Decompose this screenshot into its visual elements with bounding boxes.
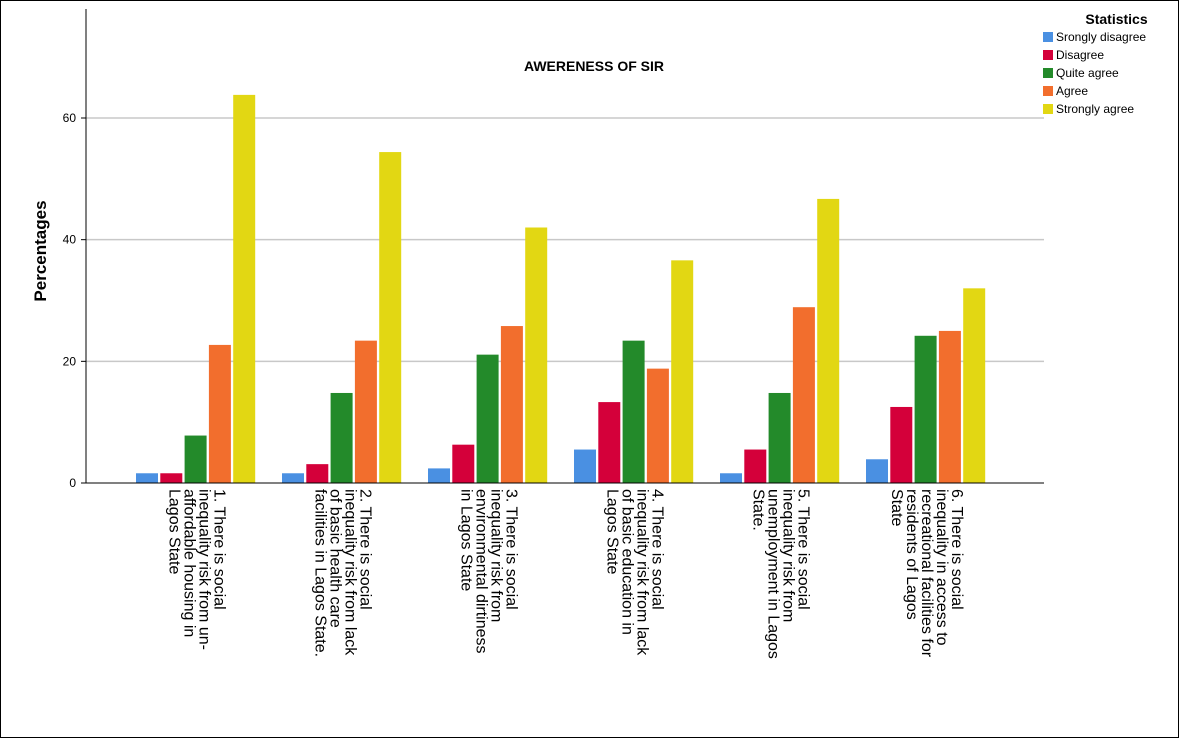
legend-label: Disagree bbox=[1056, 48, 1105, 62]
x-tick-label: Lagos State bbox=[603, 489, 620, 575]
x-tick-label: in Lagos State bbox=[457, 489, 474, 591]
legend-label: Strongly agree bbox=[1056, 102, 1135, 116]
legend-swatch bbox=[1043, 86, 1053, 96]
bar bbox=[136, 473, 158, 483]
bar bbox=[890, 406, 913, 483]
bar bbox=[428, 468, 450, 483]
bar bbox=[184, 435, 207, 483]
bar bbox=[938, 330, 961, 483]
bar bbox=[963, 288, 986, 483]
bar bbox=[817, 198, 840, 484]
bar bbox=[744, 449, 767, 483]
bar bbox=[720, 473, 742, 483]
bar bbox=[160, 473, 183, 483]
legend-item: Strongly agree bbox=[1043, 100, 1178, 118]
bar bbox=[914, 335, 937, 483]
legend-label: Quite agree bbox=[1056, 66, 1119, 80]
legend-label: Srongly disagree bbox=[1056, 30, 1147, 44]
x-tick-label: unemployment in Lagos bbox=[764, 489, 781, 659]
bar bbox=[379, 152, 402, 484]
x-tick-label: environmental dirtiness bbox=[472, 489, 489, 654]
bar bbox=[452, 444, 475, 483]
legend-swatch bbox=[1043, 32, 1053, 42]
x-tick-label: 6. There is social bbox=[948, 489, 965, 610]
x-tick-label: of basic health care bbox=[326, 489, 343, 628]
x-tick-label: inequality in access to bbox=[933, 489, 950, 646]
x-tick-label: 4. There is social bbox=[648, 489, 665, 610]
bar bbox=[574, 449, 596, 483]
bar bbox=[354, 340, 377, 483]
bar bbox=[233, 94, 256, 483]
x-tick-label: 3. There is social bbox=[502, 489, 519, 610]
legend-label: Agree bbox=[1056, 84, 1089, 98]
legend-swatch bbox=[1043, 50, 1053, 60]
bar bbox=[768, 392, 791, 483]
legend-item: Quite agree bbox=[1043, 64, 1178, 82]
bar bbox=[476, 354, 499, 483]
x-tick-label: State. bbox=[749, 489, 766, 531]
legend-title: Statistics bbox=[1085, 11, 1148, 27]
y-tick-label: 40 bbox=[63, 233, 77, 247]
bar bbox=[500, 326, 523, 483]
y-axis: 0 20 40 60 bbox=[63, 9, 87, 490]
x-tick-label: facilities in Lagos State. bbox=[311, 489, 328, 657]
legend-item: Srongly disagree bbox=[1043, 28, 1178, 46]
gridlines bbox=[86, 117, 1044, 363]
bar bbox=[282, 473, 304, 483]
legend-swatch bbox=[1043, 68, 1053, 78]
bars bbox=[136, 94, 986, 484]
y-axis-label: Percentages bbox=[31, 200, 50, 301]
y-tick-label: 20 bbox=[63, 354, 77, 368]
legend-item: Agree bbox=[1043, 82, 1178, 100]
y-tick-label: 0 bbox=[69, 476, 76, 490]
bar bbox=[671, 260, 694, 483]
bar bbox=[330, 392, 353, 483]
bar bbox=[622, 340, 645, 483]
x-tick-label: 1. There is social bbox=[210, 489, 227, 610]
bar bbox=[792, 307, 815, 483]
x-tick-label: inequality risk from bbox=[487, 489, 504, 622]
legend-item: Disagree bbox=[1043, 46, 1178, 64]
bar bbox=[866, 459, 888, 483]
x-tick-label: 2. There is social bbox=[356, 489, 373, 610]
legend: Statistics Srongly disagree Disagree Qui… bbox=[1043, 11, 1178, 118]
x-tick-label: inequality risk from lack bbox=[341, 489, 358, 656]
bar bbox=[306, 464, 329, 483]
bar bbox=[646, 368, 669, 483]
bar bbox=[208, 344, 231, 483]
bar bbox=[598, 402, 621, 483]
x-tick-label: State bbox=[888, 489, 905, 526]
x-tick-label: inequality risk from un- bbox=[195, 489, 212, 650]
bar bbox=[525, 227, 548, 483]
y-tick-label: 60 bbox=[63, 111, 77, 125]
x-tick-label: recreational facilities for bbox=[918, 489, 935, 658]
x-tick-label: affordable housing in bbox=[180, 489, 197, 637]
x-tick-label: inequality risk from bbox=[779, 489, 796, 622]
x-tick-label: inequality risk from lack bbox=[633, 489, 650, 656]
x-tick-label: of basic education in bbox=[618, 489, 635, 635]
x-tick-label: Lagos State bbox=[165, 489, 182, 575]
x-tick-label: residents of Lagos bbox=[903, 489, 920, 620]
x-tick-label: 5. There is social bbox=[794, 489, 811, 610]
legend-swatch bbox=[1043, 104, 1053, 114]
chart-title: AWERENESS OF SIR bbox=[524, 58, 664, 74]
